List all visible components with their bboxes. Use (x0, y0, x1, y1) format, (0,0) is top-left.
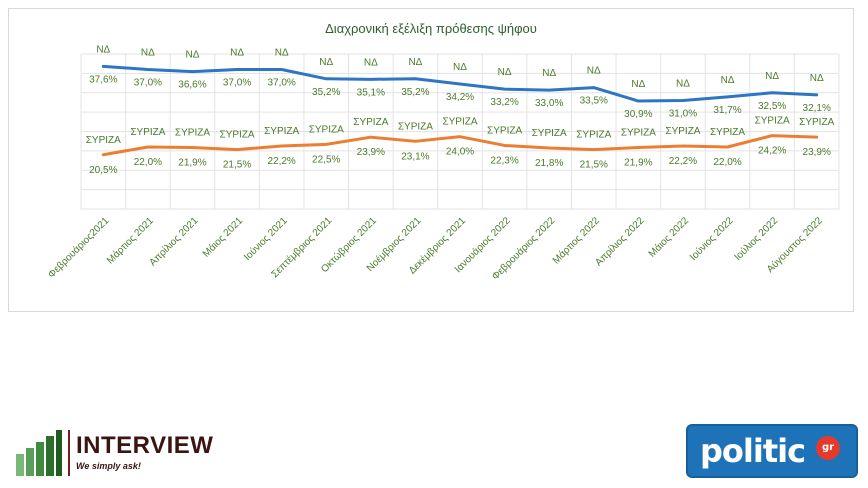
series-name-label: ΣΥΡΙΖΑ (621, 128, 656, 139)
value-label: 32,1% (803, 103, 831, 114)
series-name-label: ΝΔ (275, 48, 289, 59)
x-tick-label: Ιούνιος 2022 (687, 214, 736, 263)
value-label: 22,0% (713, 157, 741, 168)
value-label: 35,2% (312, 87, 340, 98)
series-name-label: ΣΥΡΙΖΑ (532, 128, 567, 139)
series-name-label: ΝΔ (408, 57, 422, 68)
series-line-2 (101, 134, 819, 157)
value-label: 22,3% (490, 155, 518, 166)
value-label: 22,0% (134, 157, 162, 168)
series-name-label: ΝΔ (631, 79, 645, 90)
value-label: 37,0% (223, 78, 251, 89)
value-label: 33,0% (535, 98, 563, 109)
series-name-label: ΣΥΡΙΖΑ (442, 117, 477, 128)
interview-bars-icon (16, 430, 62, 476)
series-name-label: ΝΔ (587, 66, 601, 77)
series-name-label: ΣΥΡΙΖΑ (755, 116, 790, 127)
series-name-label: ΝΔ (810, 73, 824, 84)
x-tick-label: Μάιος 2021 (200, 214, 245, 259)
series-name-label: ΣΥΡΙΖΑ (353, 117, 388, 128)
value-label: 35,1% (357, 87, 385, 98)
politic-badge: gr (816, 436, 840, 460)
value-label: 21,5% (223, 160, 251, 171)
value-label: 20,5% (89, 165, 117, 176)
series-name-label: ΝΔ (96, 44, 110, 55)
x-tick-label: Μάιος 2022 (646, 214, 691, 259)
series-name-label: ΝΔ (498, 67, 512, 78)
value-label: 21,9% (624, 158, 652, 169)
series-name-label: ΝΔ (765, 71, 779, 82)
value-label: 23,9% (803, 147, 831, 158)
value-label: 31,0% (669, 109, 697, 120)
series-name-label: ΣΥΡΙΖΑ (309, 124, 344, 135)
value-label: 21,9% (178, 158, 206, 169)
series-name-label: ΣΥΡΙΖΑ (86, 135, 121, 146)
series-name-label: ΝΔ (676, 79, 690, 90)
value-label: 37,0% (267, 78, 295, 89)
series-name-label: ΣΥΡΙΖΑ (710, 127, 745, 138)
value-label: 32,5% (758, 101, 786, 112)
politic-name: politic (700, 432, 806, 470)
series-name-label: ΣΥΡΙΖΑ (487, 125, 522, 136)
interview-tagline: We simply ask! (76, 461, 141, 471)
value-label: 37,6% (89, 74, 117, 85)
x-tick-label: Ιούνιος 2021 (241, 214, 290, 263)
value-label: 31,7% (713, 105, 741, 116)
value-label: 24,2% (758, 146, 786, 157)
value-label: 37,0% (134, 78, 162, 89)
value-label: 35,2% (401, 87, 429, 98)
series-name-label: ΝΔ (319, 57, 333, 68)
series-name-label: ΝΔ (364, 57, 378, 68)
value-label: 36,6% (178, 80, 206, 91)
series-name-label: ΣΥΡΙΖΑ (220, 130, 255, 141)
series-name-label: ΝΔ (230, 48, 244, 59)
series-name-label: ΣΥΡΙΖΑ (576, 130, 611, 141)
value-label: 23,9% (357, 147, 385, 158)
value-label: 23,1% (401, 151, 429, 162)
value-label: 34,2% (446, 92, 474, 103)
x-tick-label: Ιούλιος 2022 (732, 214, 781, 263)
politic-logo: politic gr (686, 424, 858, 478)
series-name-label: ΣΥΡΙΖΑ (264, 126, 299, 137)
value-label: 22,5% (312, 154, 340, 165)
value-label: 21,5% (580, 160, 608, 171)
series-name-label: ΝΔ (542, 68, 556, 79)
series-name-label: ΝΔ (453, 62, 467, 73)
chart-title: Διαχρονική εξέλιξη πρόθεσης ψήφου (325, 21, 537, 36)
series-name-label: ΣΥΡΙΖΑ (665, 126, 700, 137)
value-label: 30,9% (624, 109, 652, 120)
line-chart: ΝΔ 37,6% ΝΔ 37,0% ΝΔ 36,6% ΝΔ 37,0% ΝΔ 37,0% ΝΔ 35,… (45, 44, 840, 283)
series-name-label: ΝΔ (141, 48, 155, 59)
series-name-label: ΝΔ (721, 75, 735, 86)
value-label: 24,0% (446, 147, 474, 158)
interview-divider (68, 430, 70, 476)
series-name-label: ΝΔ (186, 50, 200, 61)
value-label: 33,5% (580, 96, 608, 107)
value-label: 22,2% (669, 156, 697, 167)
series-name-label: ΣΥΡΙΖΑ (799, 117, 834, 128)
interview-name: INTERVIEW (76, 432, 214, 459)
interview-logo: INTERVIEW We simply ask! (14, 428, 214, 478)
value-label: 21,8% (535, 158, 563, 169)
value-label: 22,2% (267, 156, 295, 167)
x-tick-label: Φεβρουάριος2021 (45, 214, 111, 280)
chart-frame: ΝΔ 37,6% ΝΔ 37,0% ΝΔ 36,6% ΝΔ 37,0% ΝΔ 37,0% ΝΔ 35,… (8, 8, 854, 312)
value-label: 33,2% (490, 97, 518, 108)
series-name-label: ΣΥΡΙΖΑ (398, 121, 433, 132)
series-line-1 (101, 64, 819, 103)
series-name-label: ΣΥΡΙΖΑ (175, 128, 210, 139)
series-name-label: ΣΥΡΙΖΑ (130, 127, 165, 138)
